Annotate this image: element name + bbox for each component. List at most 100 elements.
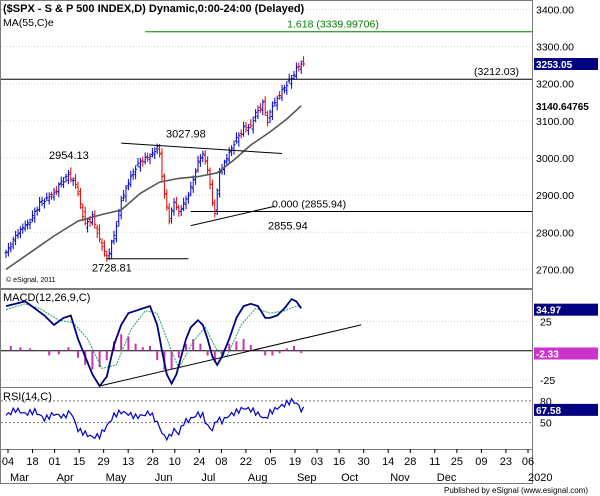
macd-histogram-bar <box>57 350 60 355</box>
upper-trendline <box>121 142 283 155</box>
x-day-label: 10 <box>169 456 181 468</box>
macd-histogram-bar <box>249 344 252 351</box>
macd-histogram-bar <box>105 350 108 361</box>
x-day-label: 29 <box>98 456 110 468</box>
price-tick-label: 2900.00 <box>536 190 574 202</box>
macd-histogram-bar <box>228 343 231 351</box>
rsi-tick-label: 80 <box>540 396 552 408</box>
x-month-label: Mar <box>10 472 29 484</box>
ma-legend: MA(55,C)e <box>3 17 54 29</box>
support-label: 0.000 (2855.94) <box>272 199 346 211</box>
macd-histogram-bar <box>48 350 51 356</box>
x-day-label: 13 <box>122 456 134 468</box>
macd-histogram-bar <box>127 336 130 351</box>
macd-histogram-bar <box>77 350 79 358</box>
x-month-label: Apr <box>57 472 74 484</box>
copyright-note: © eSignal, 2011 <box>6 276 56 284</box>
x-day-label: 04 <box>2 456 14 468</box>
x-day-label: 19 <box>289 456 301 468</box>
x-month-label: Aug <box>248 472 268 484</box>
macd-histogram-bar <box>242 339 245 351</box>
macd-value-label-box <box>534 303 598 316</box>
x-month-label: Jun <box>155 472 173 484</box>
macd-histogram-bar <box>213 350 216 363</box>
peak-apr-label: 2954.13 <box>49 150 89 162</box>
x-day-label: 23 <box>500 456 512 468</box>
x-day-label: 14 <box>382 456 394 468</box>
macd-histogram-bar <box>293 346 295 351</box>
resistance-label: (3212.03) <box>474 66 519 78</box>
x-day-label: 30 <box>358 456 370 468</box>
x-month-label: 2020 <box>528 472 552 484</box>
rsi-value-label-box <box>534 403 598 416</box>
signal-value-label-box <box>534 347 598 360</box>
rsi-value-label: 67.58 <box>536 406 561 417</box>
macd-histogram-bar <box>177 350 180 358</box>
peak-jul-label: 3027.98 <box>166 128 206 140</box>
macd-title: MACD(12,26,9,C) <box>3 292 90 304</box>
x-day-label: 08 <box>215 456 227 468</box>
price-tick-label: 3100.00 <box>536 116 574 128</box>
x-month-label: May <box>106 472 127 484</box>
x-month-label: Dec <box>437 472 457 484</box>
x-day-label: 18 <box>26 456 38 468</box>
macd-histogram-bar <box>285 348 288 351</box>
macd-histogram-bar <box>278 350 281 354</box>
macd-value-label: 34.97 <box>536 306 561 317</box>
lower-trendline <box>190 205 275 227</box>
rsi-tick-label: 50 <box>540 418 552 430</box>
macd-histogram-bar <box>19 347 22 351</box>
footer-credit: Published by eSignal (www.esignal.com) <box>444 486 588 495</box>
price-tick-label: 3300.00 <box>536 42 574 54</box>
macd-tick-label: 25 <box>540 316 552 328</box>
macd-histogram-bar <box>235 341 238 351</box>
last-price-label-box <box>534 58 598 71</box>
rsi-title: RSI(14,C) <box>3 391 52 403</box>
signal-value-label: -2.33 <box>536 349 559 360</box>
macd-tick-label: -25 <box>540 375 555 387</box>
x-day-label: 01 <box>48 456 60 468</box>
x-day-label: 15 <box>73 456 85 468</box>
macd-histogram-bar <box>156 350 159 361</box>
price-panel <box>0 0 533 289</box>
x-day-label: 22 <box>240 456 252 468</box>
macd-histogram-bar <box>29 348 31 351</box>
x-day-label: 16 <box>333 456 345 468</box>
macd-histogram-bar <box>264 350 267 356</box>
macd-histogram-bar <box>300 350 303 354</box>
x-day-label: 05 <box>264 456 276 468</box>
gridlines <box>1 8 532 424</box>
rsi-line <box>5 397 305 442</box>
macd-histogram-bar <box>257 348 259 351</box>
macd-line <box>5 297 302 388</box>
macd-histogram-bar <box>185 343 187 351</box>
x-axis-band <box>0 449 533 484</box>
x-month-label: Jul <box>201 472 215 484</box>
macd-histogram-bar <box>141 347 144 351</box>
macd-histogram-bar <box>91 350 94 370</box>
rsi-plot <box>5 397 305 442</box>
macd-histogram-bar <box>98 350 101 368</box>
x-month-label: Oct <box>341 472 358 484</box>
macd-histogram-bar <box>170 350 173 370</box>
macd-histogram-bar <box>38 350 41 352</box>
x-day-label: 06 <box>522 456 534 468</box>
macd-histogram-bar <box>221 350 223 356</box>
x-month-label: Nov <box>390 472 410 484</box>
macd-panel <box>0 289 533 388</box>
price-candles: 1.618 (3339.99706) (3212.03) 0.000 (2855.9… <box>1 19 532 274</box>
macd-histogram-bar <box>120 334 123 351</box>
price-tick-label: 3200.00 <box>536 79 574 91</box>
macd-histogram-bar <box>271 350 274 356</box>
x-day-label: 24 <box>193 456 205 468</box>
price-tick-label: 2700.00 <box>536 264 574 276</box>
macd-histogram-bar <box>149 346 151 351</box>
low-oct-label: 2855.94 <box>268 220 308 232</box>
macd-histogram-bar <box>192 339 195 351</box>
x-day-label: 28 <box>147 456 159 468</box>
chart-title: ($SPX - S & P 500 INDEX,D) Dynamic,0:00-… <box>3 3 305 15</box>
axes: 3400.00 3300.00 3200.00 3100.00 3000.00 2900.… <box>2 4 598 484</box>
x-day-label: 09 <box>475 456 487 468</box>
macd-histogram-bar <box>199 343 202 351</box>
